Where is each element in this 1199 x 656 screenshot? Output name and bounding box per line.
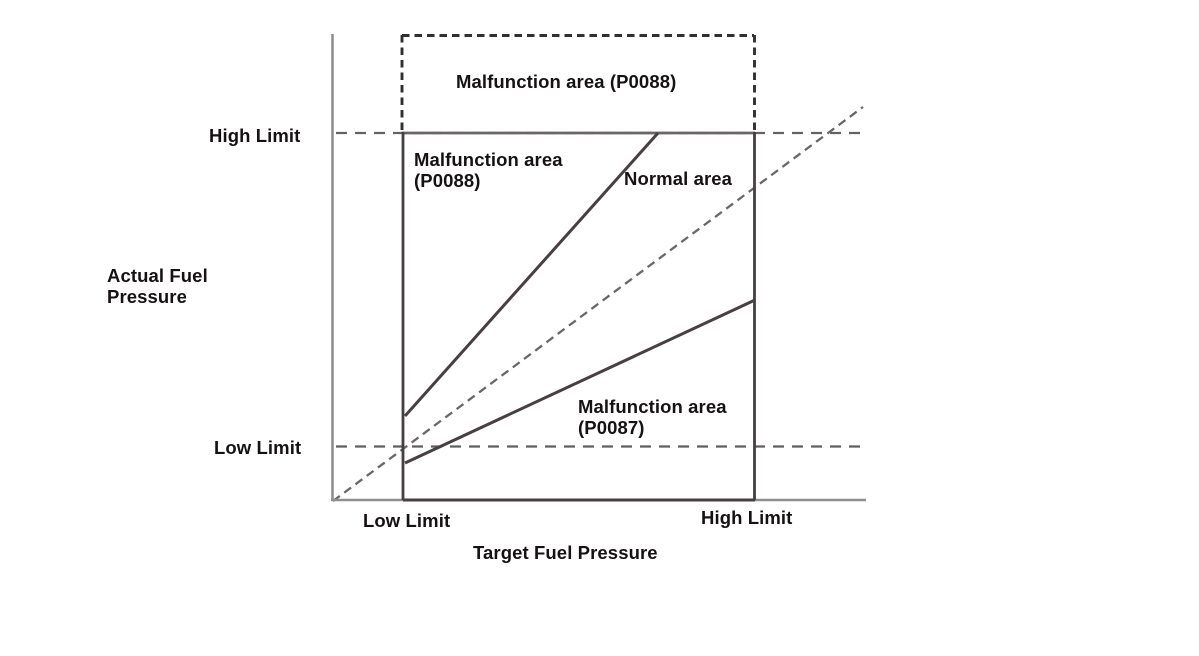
y-axis-tick-low-limit: Low Limit xyxy=(214,437,302,458)
x-axis-title: Target Fuel Pressure xyxy=(473,542,658,563)
label-malfunction-area-p0088-inner-line2: (P0088) xyxy=(414,170,481,191)
label-malfunction-area-p0087-line2: (P0087) xyxy=(578,417,645,438)
y-axis-title-line1: Actual Fuel xyxy=(107,265,208,286)
label-malfunction-area-p0087-line1: Malfunction area xyxy=(578,396,727,417)
identity-dashed-diagonal xyxy=(332,106,864,502)
label-malfunction-area-p0088-inner-line1: Malfunction area xyxy=(414,149,563,170)
x-axis-tick-high-limit: High Limit xyxy=(701,507,793,528)
label-malfunction-area-p0088-top: Malfunction area (P0088) xyxy=(456,71,677,92)
y-axis-tick-high-limit: High Limit xyxy=(209,125,301,146)
y-axis-title: Actual Fuel Pressure xyxy=(107,265,208,307)
label-normal-area: Normal area xyxy=(624,168,733,189)
label-malfunction-area-p0087: Malfunction area (P0087) xyxy=(578,396,727,438)
y-axis-title-line2: Pressure xyxy=(107,286,187,307)
p0088-boundary-line xyxy=(403,132,660,417)
p0087-boundary-line xyxy=(404,298,756,465)
x-axis-tick-low-limit: Low Limit xyxy=(363,510,451,531)
label-malfunction-area-p0088-inner: Malfunction area (P0088) xyxy=(414,149,563,191)
